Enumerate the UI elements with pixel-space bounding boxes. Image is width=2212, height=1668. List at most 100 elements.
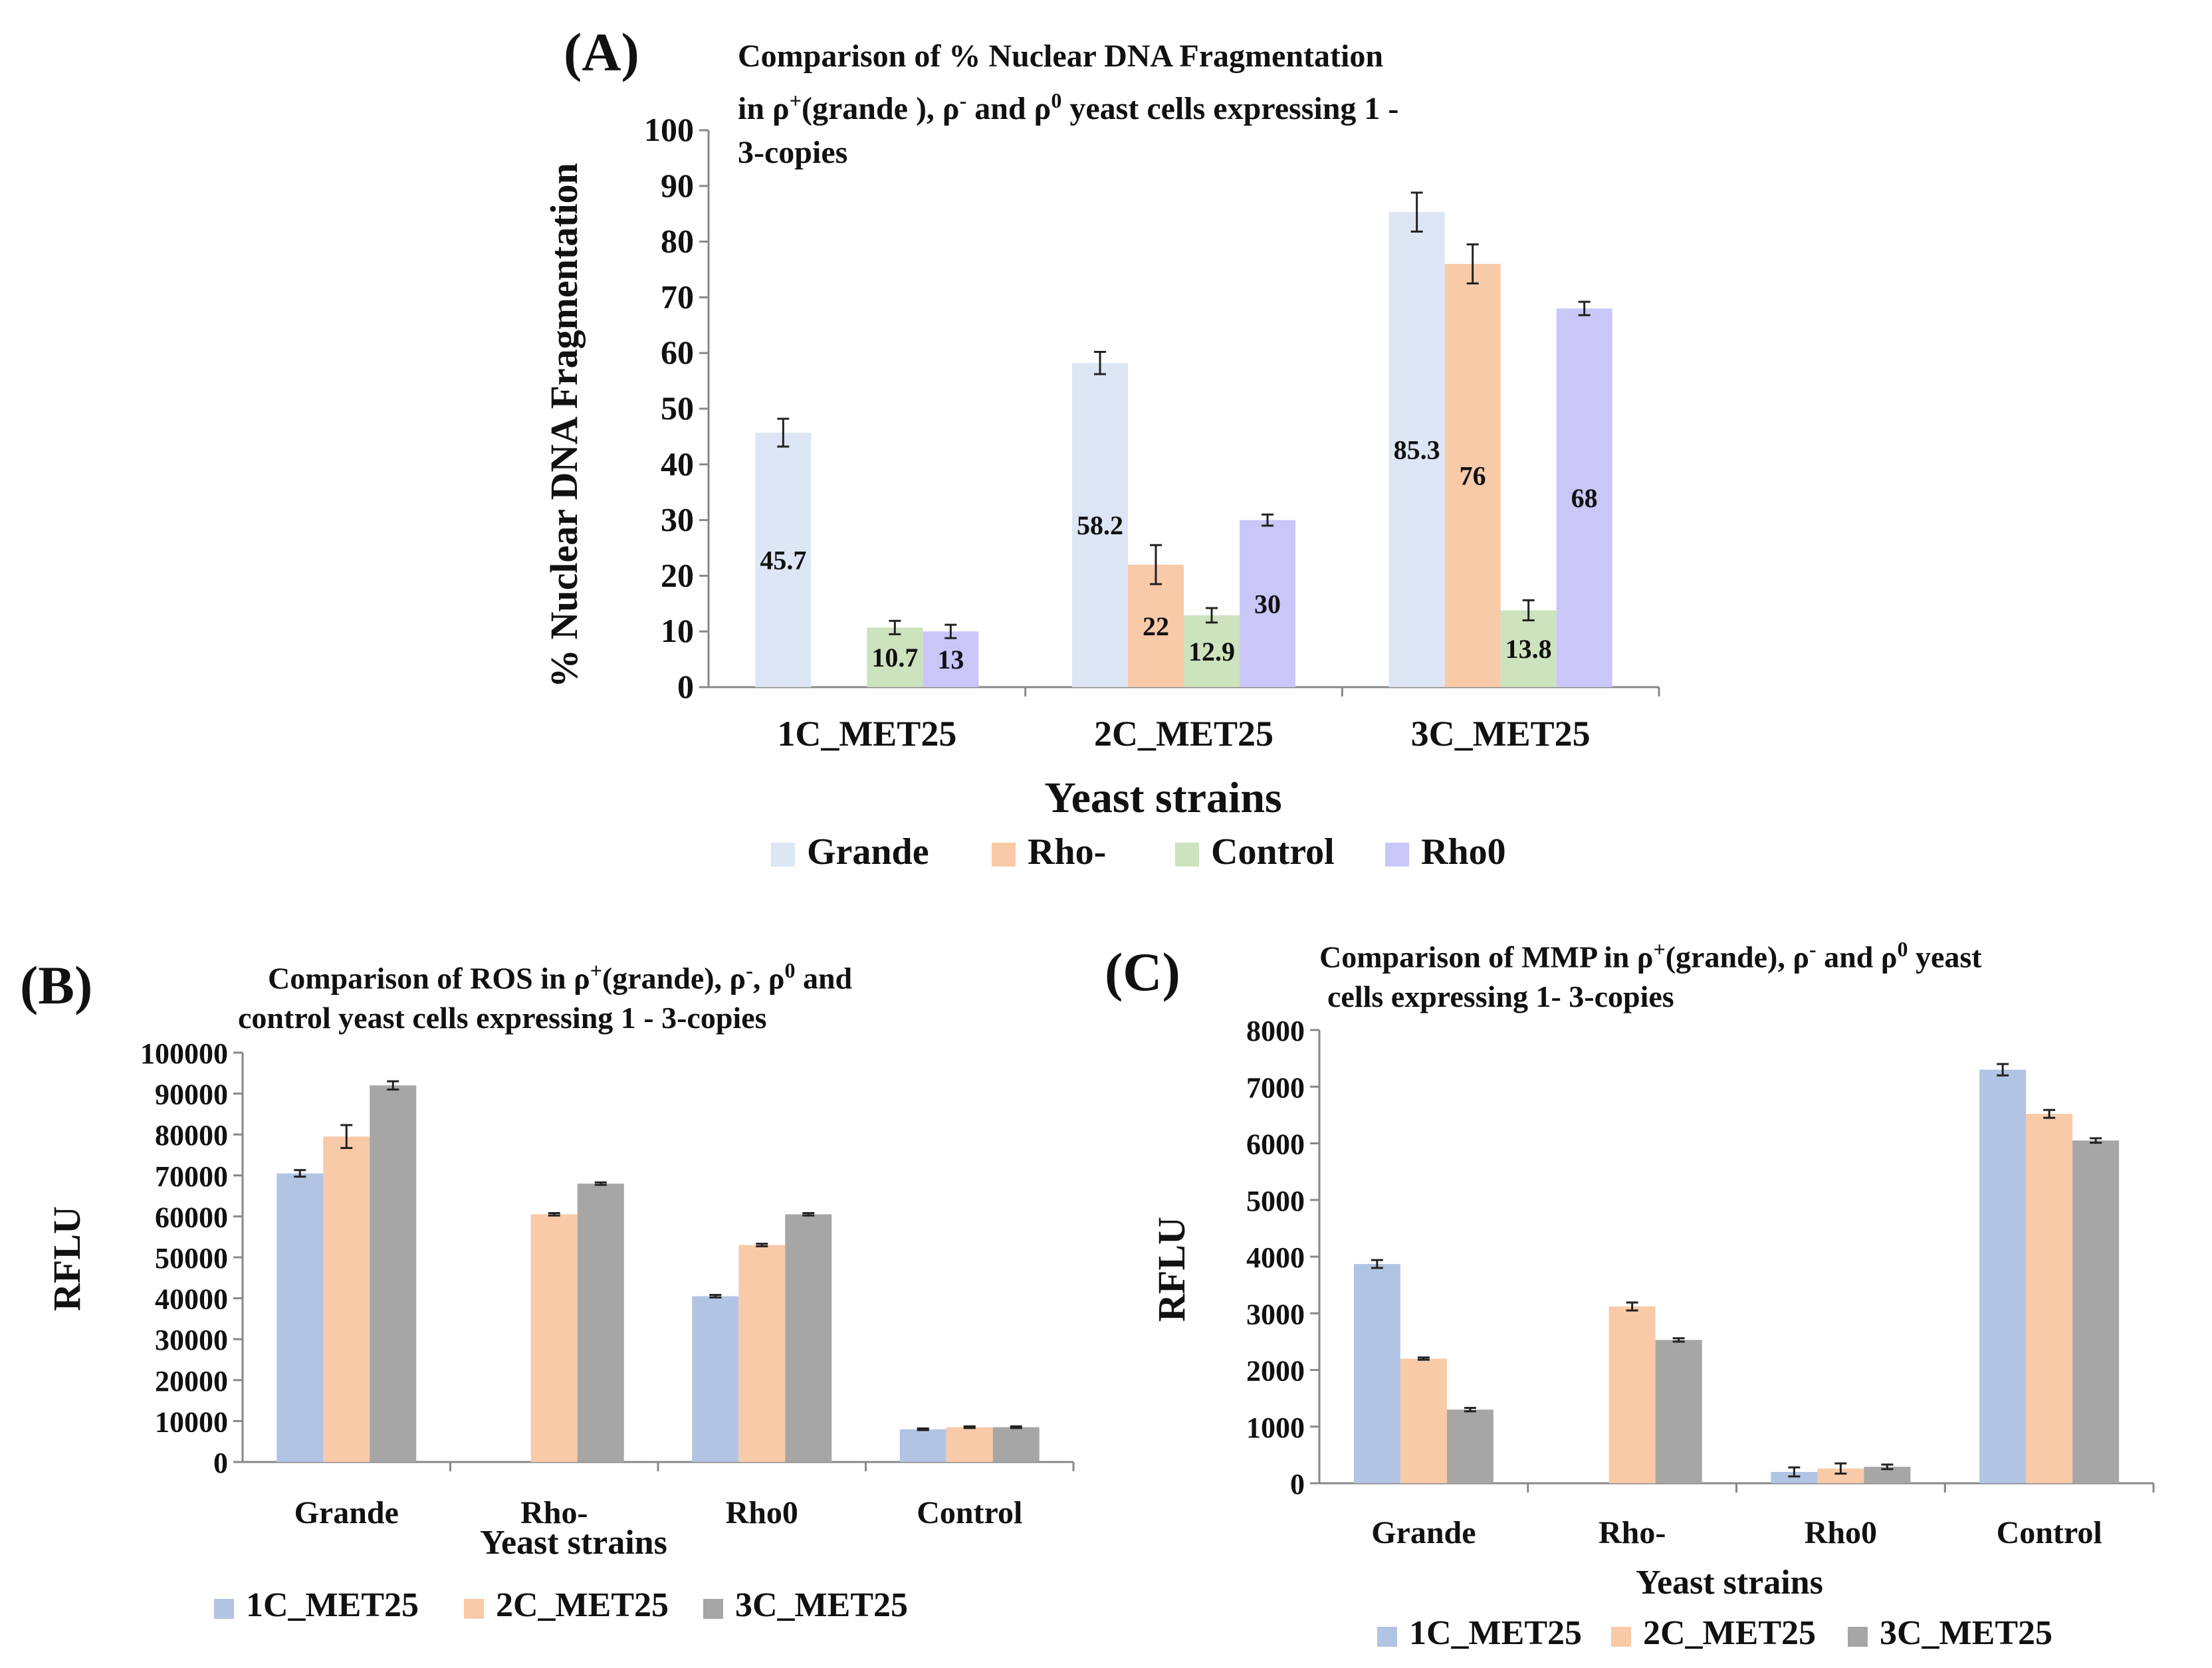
bar bbox=[2026, 1114, 2073, 1483]
legend-label: 3C_MET25 bbox=[735, 1586, 908, 1624]
bar bbox=[323, 1136, 370, 1462]
y-tick-label: 4000 bbox=[1246, 1241, 1305, 1274]
data-label: 22 bbox=[1143, 611, 1169, 641]
legend-swatch bbox=[1385, 843, 1409, 867]
legend-swatch bbox=[703, 1599, 723, 1619]
legend-swatch bbox=[464, 1599, 484, 1619]
y-tick-label: 90000 bbox=[155, 1079, 228, 1111]
bar bbox=[785, 1214, 832, 1462]
legend-label: 1C_MET25 bbox=[246, 1586, 419, 1624]
panel-c-letter: (C) bbox=[1105, 942, 1180, 1002]
data-label: 12.9 bbox=[1188, 637, 1235, 667]
legend-label: 2C_MET25 bbox=[496, 1586, 669, 1624]
data-label: 85.3 bbox=[1394, 435, 1440, 465]
x-category-label: Rho- bbox=[1599, 1515, 1666, 1550]
y-tick-label: 90 bbox=[661, 167, 694, 204]
bar bbox=[2072, 1140, 2120, 1483]
legend-label: Rho0 bbox=[1421, 831, 1506, 873]
data-label: 13 bbox=[937, 645, 964, 675]
y-tick-label: 50 bbox=[661, 389, 694, 427]
legend-label: 3C_MET25 bbox=[1880, 1614, 2052, 1652]
y-tick-label: 20000 bbox=[155, 1365, 228, 1398]
bar bbox=[1353, 1264, 1400, 1483]
y-tick-label: 10 bbox=[661, 612, 694, 649]
y-tick-label: 50000 bbox=[155, 1242, 228, 1275]
y-axis-title: % Nuclear DNA Fragmentation bbox=[542, 163, 586, 688]
bar bbox=[1184, 615, 1240, 687]
data-label: 13.8 bbox=[1505, 634, 1552, 664]
data-label: 76 bbox=[1460, 461, 1486, 491]
legend-swatch bbox=[1611, 1627, 1631, 1647]
y-tick-label: 8000 bbox=[1246, 1015, 1305, 1047]
data-label: 68 bbox=[1571, 483, 1598, 513]
data-label: 45.7 bbox=[760, 546, 806, 575]
legend-label: 1C_MET25 bbox=[1409, 1614, 1582, 1652]
y-axis-title: RFLU bbox=[1150, 1217, 1193, 1322]
bar bbox=[738, 1245, 786, 1462]
x-axis-title: Yeast strains bbox=[1044, 774, 1282, 822]
y-tick-label: 1000 bbox=[1246, 1411, 1305, 1444]
bar bbox=[1388, 212, 1445, 687]
legend-swatch bbox=[771, 843, 795, 867]
bar bbox=[1072, 363, 1128, 687]
y-tick-label: 60 bbox=[661, 334, 694, 371]
bar bbox=[276, 1173, 324, 1462]
panel-b-letter: (B) bbox=[20, 955, 93, 1015]
bar bbox=[899, 1429, 946, 1462]
y-tick-label: 0 bbox=[1290, 1468, 1305, 1501]
y-axis-title: RFLU bbox=[45, 1206, 88, 1311]
legend-label: 2C_MET25 bbox=[1643, 1614, 1816, 1652]
bar bbox=[577, 1184, 624, 1462]
y-tick-label: 40 bbox=[661, 445, 694, 482]
y-tick-label: 70 bbox=[661, 278, 694, 315]
legend-swatch bbox=[1848, 1627, 1868, 1647]
x-category-label: Control bbox=[917, 1495, 1022, 1530]
bar bbox=[1817, 1468, 1864, 1483]
y-tick-label: 80 bbox=[661, 223, 694, 260]
y-tick-label: 0 bbox=[677, 668, 694, 705]
bar bbox=[1444, 264, 1501, 687]
y-tick-label: 80000 bbox=[155, 1119, 228, 1152]
y-tick-label: 70000 bbox=[155, 1160, 228, 1193]
legend-label: Grande bbox=[807, 831, 929, 873]
chart-c-title: Comparison of MMP in ρ+(grande), ρ- and … bbox=[1319, 937, 1982, 1014]
bar bbox=[867, 627, 923, 687]
y-tick-label: 40000 bbox=[155, 1283, 228, 1316]
bar bbox=[1556, 308, 1612, 687]
bar bbox=[1400, 1358, 1447, 1483]
legend-label: Control bbox=[1211, 831, 1335, 873]
y-tick-label: 20 bbox=[661, 556, 694, 593]
bar bbox=[992, 1427, 1040, 1462]
legend-label: Rho- bbox=[1028, 831, 1106, 873]
y-tick-label: 60000 bbox=[155, 1201, 228, 1233]
bar bbox=[530, 1214, 578, 1462]
x-category-label: Grande bbox=[1371, 1515, 1476, 1550]
chart-b-title: Comparison of ROS in ρ+(grande), ρ-, ρ0 … bbox=[238, 958, 853, 1035]
y-tick-label: 100000 bbox=[140, 1037, 228, 1070]
bar bbox=[1446, 1409, 1493, 1483]
y-tick-label: 100 bbox=[644, 111, 694, 148]
legend-swatch bbox=[214, 1599, 234, 1619]
bar bbox=[370, 1085, 417, 1462]
bar bbox=[1979, 1069, 2027, 1483]
y-tick-label: 2000 bbox=[1246, 1355, 1305, 1388]
x-category-label: Control bbox=[1997, 1515, 2102, 1550]
bar bbox=[1240, 520, 1295, 687]
panel-a-letter: (A) bbox=[564, 22, 639, 82]
y-tick-label: 7000 bbox=[1246, 1071, 1305, 1104]
y-tick-label: 3000 bbox=[1246, 1298, 1305, 1330]
bar bbox=[1771, 1471, 1818, 1483]
legend-swatch bbox=[992, 843, 1016, 867]
y-tick-label: 5000 bbox=[1246, 1185, 1305, 1217]
x-category-label: Rho0 bbox=[1805, 1515, 1877, 1550]
x-category-label: Rho0 bbox=[726, 1495, 798, 1530]
bar bbox=[1608, 1306, 1656, 1483]
data-label: 30 bbox=[1254, 589, 1281, 619]
x-axis-title: Yeast strains bbox=[480, 1524, 667, 1562]
legend-swatch bbox=[1175, 843, 1199, 867]
x-category-label: Grande bbox=[294, 1495, 399, 1530]
y-tick-label: 0 bbox=[213, 1447, 228, 1479]
